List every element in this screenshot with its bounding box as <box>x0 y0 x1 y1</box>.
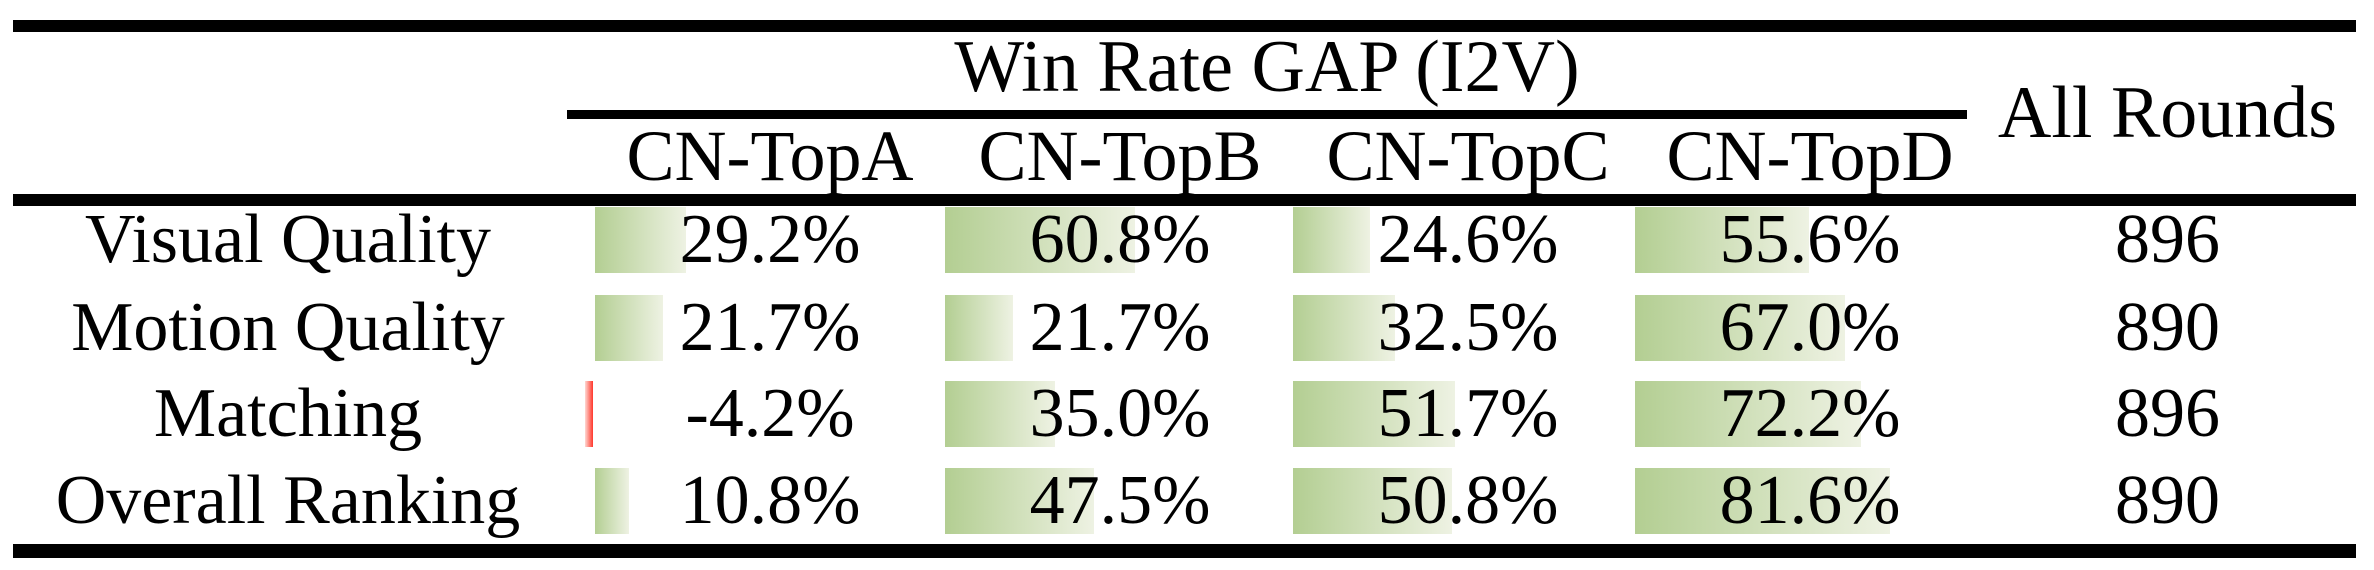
data-bar-negative <box>585 381 593 447</box>
cell-value: 50.8% <box>1377 462 1559 539</box>
column-header-cn-topb: CN-TopB <box>978 116 1262 196</box>
table-top-rule <box>13 20 2356 32</box>
cell-value: 21.7% <box>1029 289 1211 366</box>
table-bottom-rule <box>13 544 2356 558</box>
column-header-cn-topa: CN-TopA <box>626 116 914 196</box>
cell-value: 67.0% <box>1719 289 1901 366</box>
cell-value: 81.6% <box>1719 462 1901 539</box>
cell-value: 32.5% <box>1377 289 1559 366</box>
data-bar <box>1293 468 1452 534</box>
all-rounds-value: 890 <box>2115 462 2220 539</box>
row-label-visual-quality: Visual Quality <box>84 201 492 278</box>
data-bar <box>945 295 1013 361</box>
cell-value: 60.8% <box>1029 201 1211 278</box>
cell-value: 24.6% <box>1377 201 1559 278</box>
data-bar <box>595 207 686 273</box>
all-rounds-value: 896 <box>2115 201 2220 278</box>
row-label-matching: Matching <box>153 375 423 452</box>
cell-value: 47.5% <box>1029 462 1211 539</box>
data-bar <box>595 295 663 361</box>
cell-value: 72.2% <box>1719 375 1901 452</box>
group-header-underline-rule <box>567 110 1967 119</box>
data-bar <box>595 468 629 534</box>
data-bar <box>1293 207 1370 273</box>
data-bar <box>945 381 1055 447</box>
data-bar <box>1635 381 1861 447</box>
data-bar <box>1635 207 1809 273</box>
cell-value: -4.2% <box>685 375 855 452</box>
row-label-motion-quality: Motion Quality <box>71 289 505 366</box>
cell-value: 10.8% <box>679 462 861 539</box>
all-rounds-value: 896 <box>2115 375 2220 452</box>
cell-value: 21.7% <box>679 289 861 366</box>
header-separator-rule <box>13 194 2356 206</box>
row-label-overall-ranking: Overall Ranking <box>55 462 521 539</box>
cell-value: 29.2% <box>679 201 861 278</box>
cell-value: 35.0% <box>1029 375 1211 452</box>
data-bar <box>1293 381 1455 447</box>
cell-value: 55.6% <box>1719 201 1901 278</box>
data-bar <box>1293 295 1395 361</box>
column-header-cn-topc: CN-TopC <box>1326 116 1610 196</box>
column-header-all-rounds: All Rounds <box>1997 72 2338 154</box>
column-header-cn-topd: CN-TopD <box>1666 116 1954 196</box>
cell-value: 51.7% <box>1377 375 1559 452</box>
data-bar <box>945 468 1094 534</box>
data-bar <box>1635 468 1890 534</box>
all-rounds-value: 890 <box>2115 289 2220 366</box>
group-header-win-rate-gap-i2v: Win Rate GAP (I2V) <box>954 26 1580 108</box>
data-bar <box>1635 295 1845 361</box>
data-bar <box>945 207 1135 273</box>
